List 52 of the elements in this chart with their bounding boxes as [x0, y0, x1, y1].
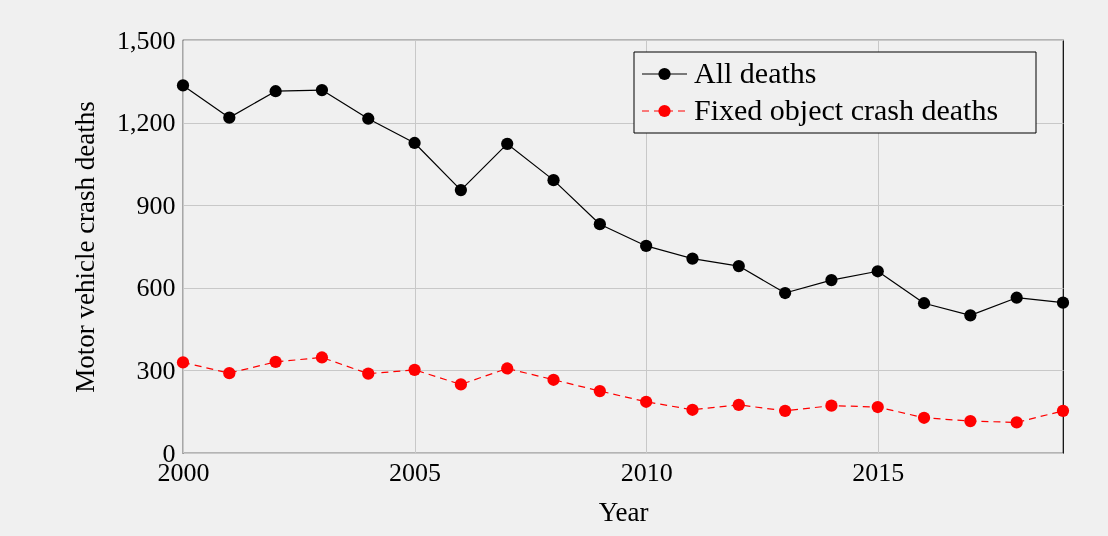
point: [686, 403, 699, 416]
point: [454, 378, 468, 391]
x-tick-label: 2005: [389, 457, 442, 487]
point: [778, 286, 792, 300]
point: [547, 174, 560, 187]
point: [269, 355, 282, 368]
legend-label: All deaths: [694, 56, 817, 89]
x-tick-label: 2010: [620, 457, 673, 487]
x-tick-label: 2015: [852, 457, 905, 487]
point: [408, 363, 421, 376]
point: [408, 136, 421, 150]
point: [176, 356, 190, 369]
point: [640, 395, 653, 408]
point: [593, 218, 606, 231]
point: [964, 414, 977, 428]
y-tick-label: 300: [136, 355, 176, 385]
point: [825, 399, 838, 412]
point: [223, 367, 236, 380]
y-tick-label: 1,500: [117, 25, 176, 55]
point: [686, 252, 699, 265]
point: [917, 297, 931, 310]
point: [362, 112, 375, 125]
point: [454, 183, 468, 197]
y-tick-label: 900: [136, 190, 176, 220]
point: [640, 239, 653, 253]
point: [315, 84, 329, 97]
point: [593, 384, 606, 398]
y-tick-label: 1,200: [117, 108, 176, 138]
legend-label: Fixed object crash deaths: [694, 93, 999, 126]
point: [964, 309, 977, 322]
point: [778, 404, 792, 417]
point: [825, 273, 838, 287]
point: [732, 398, 745, 411]
point: [501, 362, 514, 375]
point: [223, 111, 236, 124]
point: [1010, 291, 1023, 304]
point: [1056, 404, 1070, 417]
point: [917, 411, 931, 424]
point: [871, 265, 884, 278]
y-axis-title: Motor vehicle crash deaths: [70, 101, 100, 393]
point: [269, 85, 282, 98]
point: [1056, 296, 1070, 309]
point: [871, 400, 884, 414]
y-tick-label: 600: [136, 273, 176, 303]
point: [547, 373, 560, 386]
x-axis-title: Year: [598, 496, 649, 527]
point: [176, 79, 190, 92]
point: [732, 259, 745, 273]
point: [362, 367, 375, 380]
point: [1010, 416, 1023, 429]
point: [315, 351, 329, 364]
point: [501, 137, 514, 150]
